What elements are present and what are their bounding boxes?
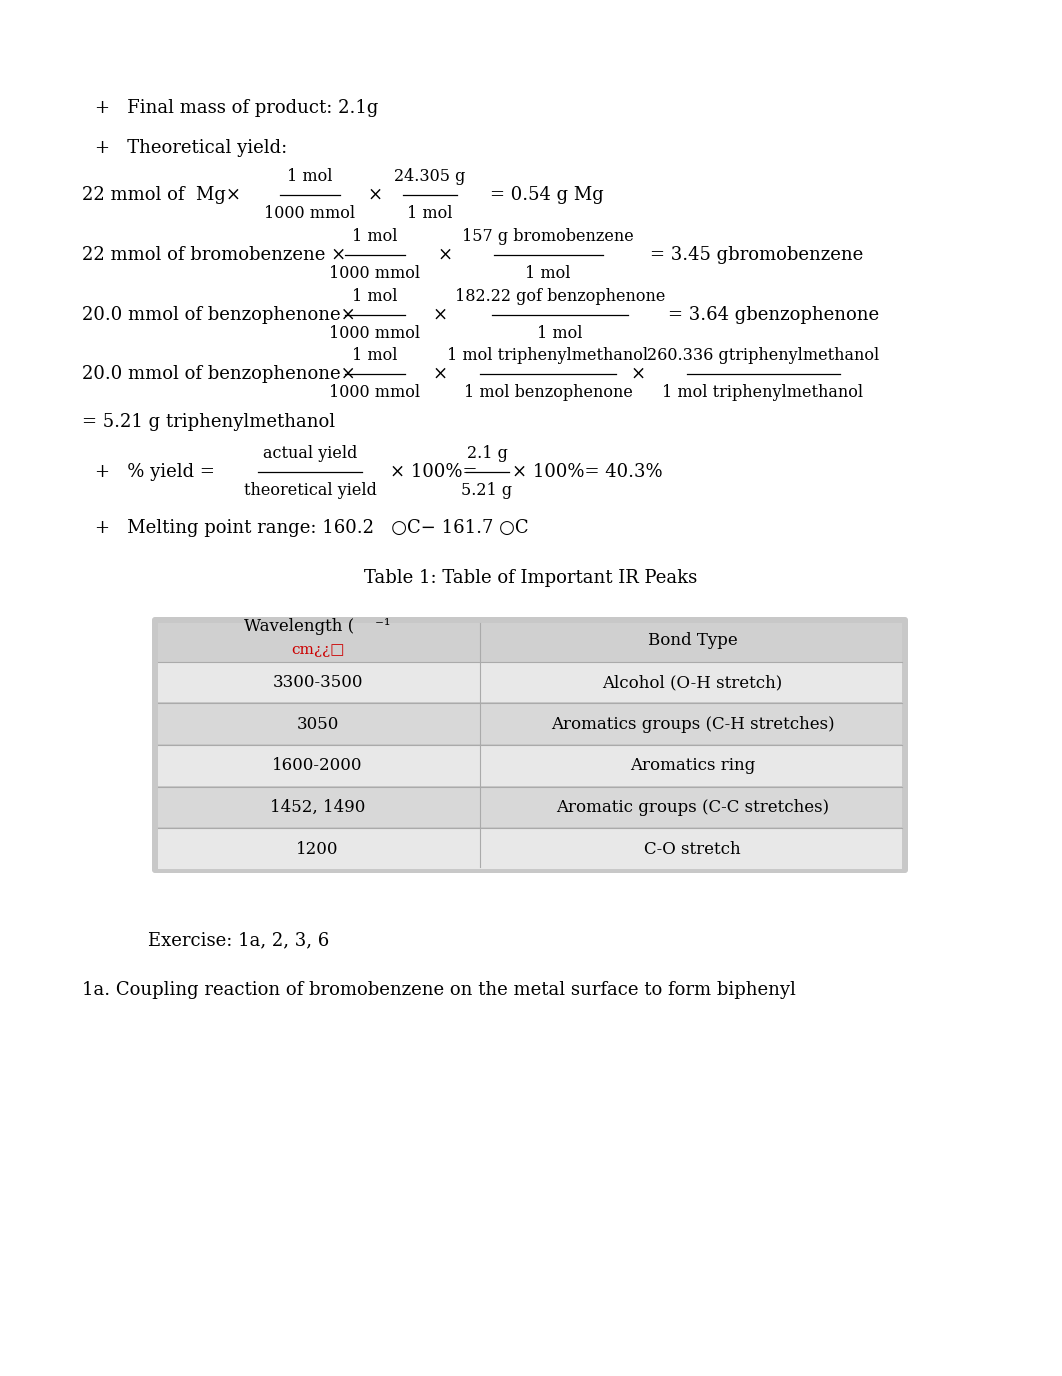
Text: 1 mol triphenylmethanol: 1 mol triphenylmethanol [447, 347, 649, 365]
Text: ×: × [432, 365, 447, 383]
Text: 1 mol: 1 mol [537, 325, 583, 343]
Text: Exercise: 1a, 2, 3, 6: Exercise: 1a, 2, 3, 6 [148, 932, 329, 949]
Text: ×: × [367, 186, 382, 204]
Text: Bond Type: Bond Type [648, 633, 737, 649]
Text: 1000 mmol: 1000 mmol [264, 205, 356, 222]
Text: +   % yield =: + % yield = [95, 462, 215, 482]
Bar [158, 663, 902, 702]
Text: 20.0 mmol of benzophenone×: 20.0 mmol of benzophenone× [82, 305, 356, 323]
Text: 3050: 3050 [296, 716, 339, 732]
Text: Aromatic groups (C-C stretches): Aromatic groups (C-C stretches) [555, 799, 829, 816]
Bar [158, 746, 902, 786]
Text: Table 1: Table of Important IR Peaks: Table 1: Table of Important IR Peaks [364, 570, 698, 588]
Text: Wavelength (    ⁻¹: Wavelength ( ⁻¹ [244, 618, 391, 634]
Text: 22 mmol of  Mg×: 22 mmol of Mg× [82, 186, 241, 204]
Text: 1600-2000: 1600-2000 [272, 757, 363, 775]
Text: actual yield: actual yield [262, 444, 357, 462]
Text: 157 g bromobenzene: 157 g bromobenzene [462, 228, 634, 245]
Text: Aromatics ring: Aromatics ring [630, 757, 755, 775]
Bar [158, 705, 902, 744]
Text: 5.21 g: 5.21 g [461, 482, 513, 499]
Text: 260.336 gtriphenylmethanol: 260.336 gtriphenylmethanol [647, 347, 879, 365]
Text: 2.1 g: 2.1 g [466, 444, 508, 462]
Text: 20.0 mmol of benzophenone×: 20.0 mmol of benzophenone× [82, 365, 356, 383]
Text: = 5.21 g triphenylmethanol: = 5.21 g triphenylmethanol [82, 413, 336, 431]
Text: × 100%=: × 100%= [390, 462, 478, 482]
Text: Alcohol (O-H stretch): Alcohol (O-H stretch) [602, 674, 783, 691]
Text: 1 mol benzophenone: 1 mol benzophenone [463, 384, 633, 400]
Text: × 100%= 40.3%: × 100%= 40.3% [512, 462, 663, 482]
Text: +   Theoretical yield:: + Theoretical yield: [95, 139, 287, 157]
Text: 182.22 gof benzophenone: 182.22 gof benzophenone [455, 288, 665, 305]
Text: 1 mol triphenylmethanol: 1 mol triphenylmethanol [663, 384, 863, 400]
Text: ×: × [438, 246, 452, 264]
Text: 1000 mmol: 1000 mmol [329, 325, 421, 343]
Text: 1 mol: 1 mol [287, 168, 332, 184]
Text: 1 mol: 1 mol [526, 266, 570, 282]
Text: = 3.45 gbromobenzene: = 3.45 gbromobenzene [650, 246, 863, 264]
Text: cm¿¿□: cm¿¿□ [291, 643, 344, 656]
Text: C-O stretch: C-O stretch [645, 841, 741, 857]
Text: 1 mol: 1 mol [353, 228, 398, 245]
Text: 1a. Coupling reaction of bromobenzene on the metal surface to form biphenyl: 1a. Coupling reaction of bromobenzene on… [82, 981, 795, 999]
Text: Aromatics groups (C-H stretches): Aromatics groups (C-H stretches) [551, 716, 835, 732]
Text: theoretical yield: theoretical yield [243, 482, 376, 499]
Text: 22 mmol of bromobenzene ×: 22 mmol of bromobenzene × [82, 246, 346, 264]
Text: 1452, 1490: 1452, 1490 [270, 799, 365, 816]
Bar [158, 830, 902, 870]
Bar [158, 623, 902, 662]
Text: 1 mol: 1 mol [353, 347, 398, 365]
FancyBboxPatch shape [152, 616, 908, 872]
Text: 1 mol: 1 mol [353, 288, 398, 305]
Text: 3300-3500: 3300-3500 [272, 674, 363, 691]
Text: 1200: 1200 [296, 841, 339, 857]
Text: 1000 mmol: 1000 mmol [329, 384, 421, 400]
Text: = 3.64 gbenzophenone: = 3.64 gbenzophenone [668, 305, 879, 323]
Text: = 0.54 g Mg: = 0.54 g Mg [490, 186, 604, 204]
Text: 24.305 g: 24.305 g [394, 168, 466, 184]
Text: ×: × [631, 365, 646, 383]
Text: 1 mol: 1 mol [407, 205, 452, 222]
Text: +   Final mass of product: 2.1g: + Final mass of product: 2.1g [95, 99, 378, 117]
Text: +   Melting point range: 160.2   ○C− 161.7 ○C: + Melting point range: 160.2 ○C− 161.7 ○… [95, 519, 529, 537]
Bar [158, 787, 902, 827]
Text: 1000 mmol: 1000 mmol [329, 266, 421, 282]
Text: ×: × [432, 305, 447, 323]
